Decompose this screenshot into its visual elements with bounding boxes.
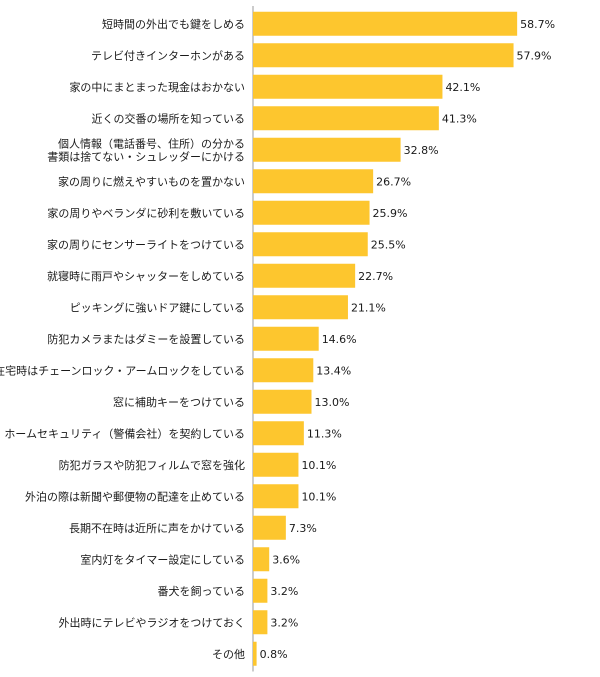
value-label: 57.9% xyxy=(517,49,552,62)
category-label: 家の周りやベランダに砂利を敷いている xyxy=(47,206,245,220)
category-label: 就寝時に雨戸やシャッターをしめている xyxy=(47,269,245,283)
category-label: 防犯ガラスや防犯フィルムで窓を強化 xyxy=(59,458,245,472)
value-label: 13.0% xyxy=(315,396,350,409)
bar xyxy=(253,578,268,603)
value-label: 25.9% xyxy=(373,207,408,220)
value-label: 25.5% xyxy=(371,238,406,251)
value-label: 58.7% xyxy=(520,18,555,31)
category-label: 家の中にまとまった現金はおかない xyxy=(69,80,245,94)
category-label: その他 xyxy=(212,648,245,661)
value-label: 10.1% xyxy=(301,459,336,472)
bar xyxy=(253,106,439,131)
category-label: 家の周りにセンサーライトをつけている xyxy=(47,237,245,251)
bar xyxy=(253,137,401,162)
bar xyxy=(253,610,268,635)
category-label: 個人情報（電話番号、住所）の分かる xyxy=(58,136,245,150)
bar xyxy=(253,547,270,572)
bar xyxy=(253,389,312,414)
category-label: ホームセキュリティ（警備会社）を契約している xyxy=(4,426,245,440)
bar xyxy=(253,43,514,68)
value-label: 14.6% xyxy=(322,333,357,346)
bar xyxy=(253,515,286,540)
bar xyxy=(253,263,356,288)
value-label: 11.3% xyxy=(307,427,342,440)
value-label: 13.4% xyxy=(316,364,351,377)
bar xyxy=(253,74,443,99)
bar xyxy=(253,295,348,320)
category-label: 外泊の際は新聞や郵便物の配達を止めている xyxy=(25,489,245,503)
category-label: 短時間の外出でも鍵をしめる xyxy=(102,17,245,31)
value-label: 10.1% xyxy=(301,490,336,503)
bar xyxy=(253,641,257,666)
category-label: 外出時にテレビやラジオをつけておく xyxy=(59,615,245,629)
category-label: 防犯カメラまたはダミーを設置している xyxy=(47,332,245,346)
bar xyxy=(253,326,319,351)
bar xyxy=(253,484,299,509)
bar xyxy=(253,200,370,225)
category-label: 書類は捨てない・シュレッダーにかける xyxy=(47,149,245,163)
value-label: 22.7% xyxy=(358,270,393,283)
category-label: 番犬を飼っている xyxy=(158,584,245,598)
value-label: 0.8% xyxy=(260,648,288,661)
category-label: 室内灯をタイマー設定にしている xyxy=(80,552,245,566)
value-label: 3.6% xyxy=(272,553,300,566)
bar xyxy=(253,169,374,194)
category-label: ピッキングに強いドア鍵にしている xyxy=(70,300,245,314)
value-label: 41.3% xyxy=(442,112,477,125)
category-label: テレビ付きインターホンがある xyxy=(91,48,245,62)
category-label: 窓に補助キーをつけている xyxy=(113,395,245,409)
bar xyxy=(253,452,299,477)
category-label: 在宅時はチェーンロック・アームロックをしている xyxy=(0,363,245,377)
value-label: 3.2% xyxy=(270,616,298,629)
category-labels-group: 短時間の外出でも鍵をしめるテレビ付きインターホンがある家の中にまとまった現金はお… xyxy=(0,17,245,661)
value-labels-group: 58.7% 57.9% 42.1% 41.3% 32.8% 26.7% 25.9% 25.5%… xyxy=(260,18,556,661)
bar xyxy=(253,421,304,446)
bars-group xyxy=(253,11,518,666)
value-label: 3.2% xyxy=(270,585,298,598)
bar xyxy=(253,358,314,383)
category-label: 家の周りに燃えやすいものを置かない xyxy=(58,174,245,188)
category-label: 長期不在時は近所に声をかけている xyxy=(69,521,245,535)
bar xyxy=(253,232,368,257)
category-label: 近くの交番の場所を知っている xyxy=(92,111,245,125)
value-label: 26.7% xyxy=(376,175,411,188)
value-label: 42.1% xyxy=(445,81,480,94)
value-label: 7.3% xyxy=(289,522,317,535)
value-label: 32.8% xyxy=(404,144,439,157)
value-label: 21.1% xyxy=(351,301,386,314)
bar xyxy=(253,11,518,36)
